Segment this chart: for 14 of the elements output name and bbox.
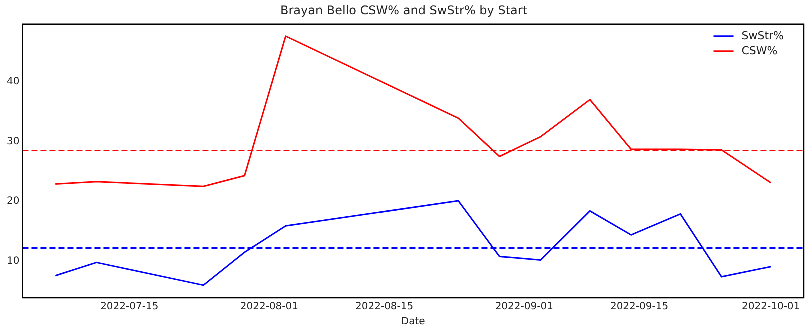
y-tick-label: 30 <box>6 136 20 148</box>
x-tick-label: 2022-10-01 <box>742 302 800 313</box>
x-tick-label: 2022-08-01 <box>240 302 299 313</box>
legend-label: SwStr% <box>742 29 784 42</box>
x-tick-label: 2022-08-15 <box>356 302 414 313</box>
y-tick-label: 20 <box>6 196 20 208</box>
y-tick-label: 40 <box>6 76 20 88</box>
x-tick-label: 2022-07-15 <box>100 302 159 313</box>
x-tick-label: 2022-09-15 <box>610 302 669 313</box>
x-axis-title: Date <box>401 316 426 328</box>
chart-title: Brayan Bello CSW% and SwStr% by Start <box>280 3 528 18</box>
y-tick-label: 10 <box>6 256 20 268</box>
x-tick-label: 2022-09-01 <box>495 302 554 313</box>
legend-label: CSW% <box>742 44 778 58</box>
